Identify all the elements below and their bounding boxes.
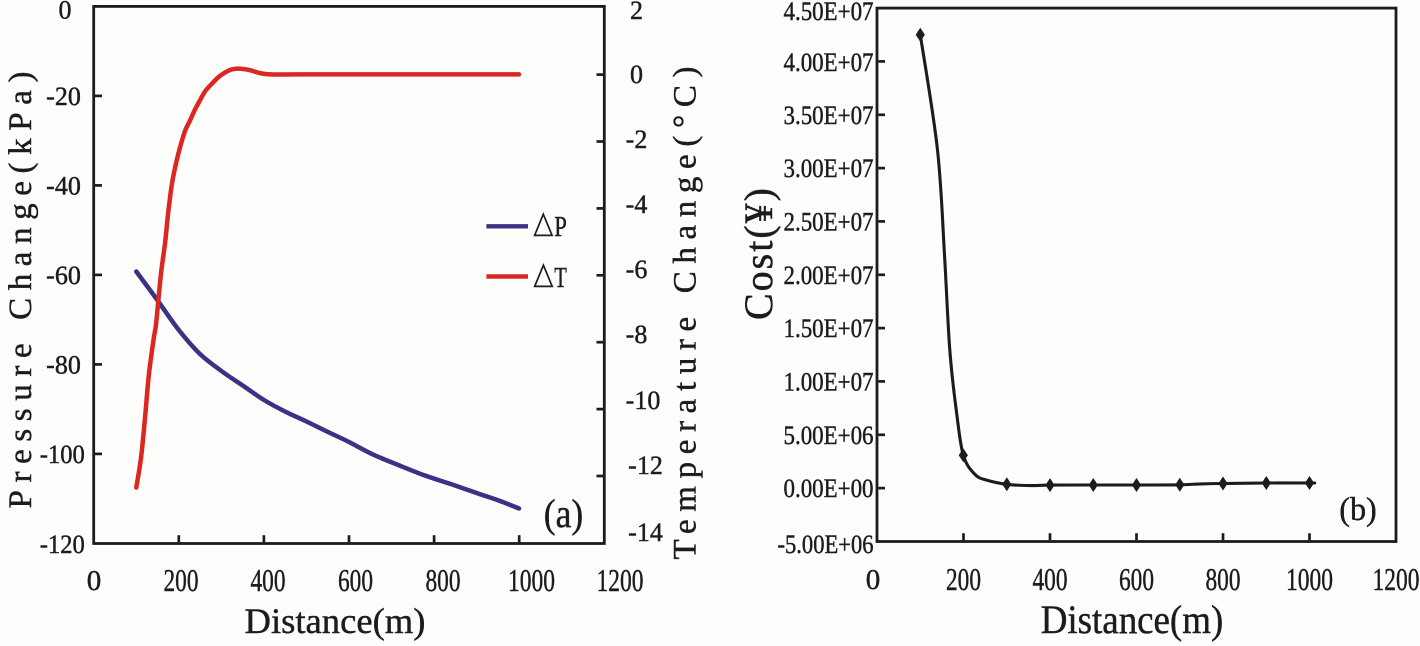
svg-text:0: 0 xyxy=(59,0,72,25)
svg-text:-4: -4 xyxy=(626,190,648,219)
svg-text:2.00E+07: 2.00E+07 xyxy=(784,261,874,290)
svg-text:800: 800 xyxy=(1206,562,1241,597)
svg-text:2: 2 xyxy=(630,0,643,25)
svg-text:400: 400 xyxy=(1033,562,1068,597)
svg-text:1200: 1200 xyxy=(597,563,644,598)
svg-text:-120: -120 xyxy=(40,530,85,559)
svg-text:-20: -20 xyxy=(46,82,81,111)
svg-text:0: 0 xyxy=(866,564,881,596)
svg-text:600: 600 xyxy=(1119,562,1154,597)
svg-text:200: 200 xyxy=(164,563,199,598)
svg-text:Pressure Change(kPa): Pressure Change(kPa) xyxy=(3,72,39,509)
svg-text:-6: -6 xyxy=(626,255,648,284)
svg-text:Distance(m): Distance(m) xyxy=(1041,597,1224,642)
svg-text:400: 400 xyxy=(251,563,286,598)
svg-text:T: T xyxy=(554,263,567,294)
svg-text:-12: -12 xyxy=(628,451,663,480)
svg-text:4.50E+07: 4.50E+07 xyxy=(784,0,874,26)
svg-text:0: 0 xyxy=(630,60,643,89)
svg-text:(a): (a) xyxy=(544,491,584,536)
svg-text:800: 800 xyxy=(426,563,461,598)
svg-text:-2: -2 xyxy=(626,125,648,154)
svg-text:P: P xyxy=(554,212,567,243)
svg-text:600: 600 xyxy=(338,563,373,598)
svg-text:1.50E+07: 1.50E+07 xyxy=(784,314,874,343)
svg-text:1.00E+07: 1.00E+07 xyxy=(784,368,874,397)
svg-text:-8: -8 xyxy=(626,320,648,349)
svg-text:200: 200 xyxy=(946,562,981,597)
svg-text:5.00E+06: 5.00E+06 xyxy=(784,421,874,450)
svg-text:-60: -60 xyxy=(46,261,81,290)
svg-text:Distance(m): Distance(m) xyxy=(245,601,426,641)
svg-text:-5.00E+06: -5.00E+06 xyxy=(778,530,874,559)
svg-text:1000: 1000 xyxy=(508,563,555,598)
svg-text:1000: 1000 xyxy=(1286,562,1333,597)
svg-text:4.00E+07: 4.00E+07 xyxy=(784,48,874,77)
svg-text:Cost(¥): Cost(¥) xyxy=(736,188,781,320)
svg-text:-40: -40 xyxy=(46,171,81,200)
svg-text:0.00E+00: 0.00E+00 xyxy=(784,474,874,503)
svg-text:3.00E+07: 3.00E+07 xyxy=(784,154,874,183)
svg-text:-80: -80 xyxy=(46,350,81,379)
svg-text:-10: -10 xyxy=(626,386,661,415)
svg-text:3.50E+07: 3.50E+07 xyxy=(784,101,874,130)
svg-text:-14: -14 xyxy=(628,518,663,547)
svg-text:-100: -100 xyxy=(40,440,85,469)
svg-text:0: 0 xyxy=(87,565,102,597)
svg-text:1200: 1200 xyxy=(1373,562,1420,597)
svg-text:2.50E+07: 2.50E+07 xyxy=(784,208,874,237)
svg-text:(b): (b) xyxy=(1339,492,1377,528)
